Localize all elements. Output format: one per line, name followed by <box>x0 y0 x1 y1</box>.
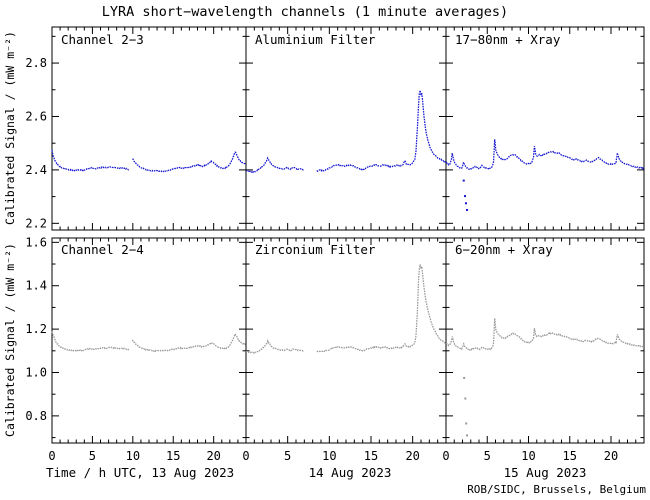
y-tick-label: 1.2 <box>25 322 47 336</box>
panel-frame <box>51 26 247 231</box>
signal-curve <box>445 318 645 352</box>
signal-curve <box>245 338 304 354</box>
panel-1-0: 0.8 1.0 1.2 1.4 1.6 0 5 10 15 20 <box>25 235 247 463</box>
x-axis-caption-13-aug: Time / h UTC, 13 Aug 2023 <box>46 465 234 480</box>
x-tick-label: 0 <box>48 449 55 463</box>
panel-0-0: 2.2 2.4 2.6 2.8 <box>25 26 247 231</box>
signal-curve <box>445 139 645 171</box>
y-tick-label: 0.8 <box>25 409 47 423</box>
scatter-point <box>462 179 465 182</box>
panel-label-zirconium-filter: Zirconium Filter <box>255 242 376 257</box>
panel-frame <box>245 26 447 231</box>
panel-label-17-80nm-xray: 17−80nm + Xray <box>455 32 561 47</box>
signal-curve <box>316 90 447 172</box>
panel-0-2 <box>445 26 645 231</box>
x-tick-label: 10 <box>521 449 535 463</box>
y-axis-label-top-row: Calibrated Signal / (mW m⁻²) <box>3 31 17 225</box>
scatter-point <box>466 434 469 437</box>
x-axis-caption-15-aug: 15 Aug 2023 <box>504 465 587 480</box>
panel-1-2: 0 5 10 15 20 <box>442 237 645 463</box>
x-tick-label: 15 <box>166 449 180 463</box>
x-tick-label: 15 <box>563 449 577 463</box>
panel-frame <box>445 26 645 231</box>
y-tick-label: 1.4 <box>25 279 47 293</box>
y-tick-label: 2.8 <box>25 56 47 70</box>
credit-text: ROB/SIDC, Brussels, Belgium <box>467 483 646 496</box>
y-tick-label: 1.6 <box>25 235 47 249</box>
signal-curve <box>51 331 130 352</box>
x-tick-label: 15 <box>364 449 378 463</box>
panel-1-1: 0 5 10 15 20 <box>242 237 447 463</box>
panel-label-6-20nm-xray: 6−20nm + Xray <box>455 242 553 257</box>
x-tick-label: 10 <box>126 449 140 463</box>
y-tick-label: 2.2 <box>25 216 47 230</box>
panel-label-channel-2-4: Channel 2−4 <box>61 242 144 257</box>
x-tick-label: 20 <box>206 449 220 463</box>
scatter-point <box>464 397 467 400</box>
x-tick-label: 0 <box>442 449 449 463</box>
x-tick-label: 20 <box>405 449 419 463</box>
signal-curve <box>316 264 447 353</box>
y-axis-label-bottom-row: Calibrated Signal / (mW m⁻²) <box>3 243 17 437</box>
scatter-point <box>466 208 469 211</box>
x-tick-label: 5 <box>484 449 491 463</box>
x-tick-label: 20 <box>604 449 618 463</box>
scatter-point <box>463 195 466 198</box>
panel-frame <box>445 237 645 444</box>
x-axis-caption-14-aug: 14 Aug 2023 <box>309 465 392 480</box>
x-tick-label: 0 <box>242 449 249 463</box>
panel-0-1 <box>245 26 447 231</box>
signal-curve <box>245 156 304 174</box>
scatter-point <box>465 422 468 425</box>
signal-curve <box>51 150 129 172</box>
panel-label-aluminium-filter: Aluminium Filter <box>255 32 376 47</box>
x-tick-label: 5 <box>89 449 96 463</box>
signal-curve <box>131 332 247 353</box>
x-tick-label: 10 <box>322 449 336 463</box>
signal-curve <box>132 151 247 173</box>
panel-frame <box>51 237 247 444</box>
panel-frame <box>245 237 447 444</box>
scatter-point <box>464 202 467 205</box>
panel-grid: 2.2 2.4 2.6 2.8 0.8 1.0 1.2 1.4 1.6 0 5 10 15 20 0 5 10 1… <box>25 26 645 463</box>
y-tick-label: 2.4 <box>25 163 47 177</box>
y-tick-label: 2.6 <box>25 109 47 123</box>
scatter-point <box>463 376 466 379</box>
y-tick-label: 1.0 <box>25 365 47 379</box>
panel-label-channel-2-3: Channel 2−3 <box>61 32 144 47</box>
chart-title: LYRA short−wavelength channels (1 minute… <box>102 4 508 20</box>
x-tick-label: 5 <box>284 449 291 463</box>
